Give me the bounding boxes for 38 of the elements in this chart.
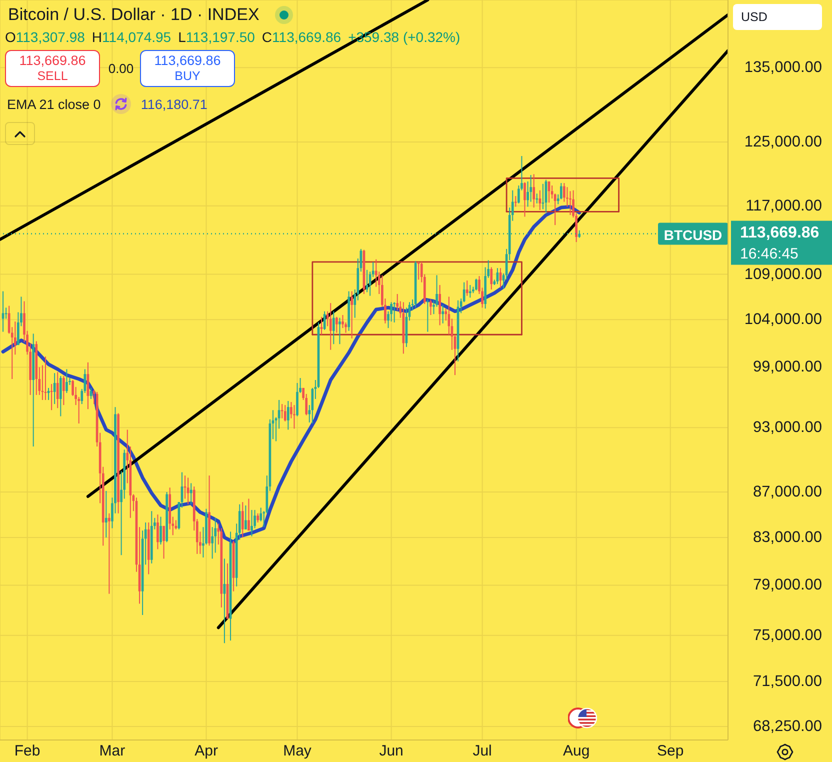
- y-tick-label: 87,000.00: [753, 484, 822, 501]
- annotation: 0.00: [107, 60, 135, 78]
- annotation: BUY: [174, 69, 200, 84]
- annotation: C113,669.86: [262, 29, 342, 45]
- annotation: O113,307.98: [5, 29, 85, 45]
- x-tick-label: Aug: [562, 742, 590, 760]
- y-tick-label: 125,000.00: [744, 134, 822, 151]
- x-tick-label: Feb: [14, 742, 40, 760]
- annotation: EMA 21 close 0: [7, 96, 101, 112]
- annotation: L113,197.50: [178, 29, 255, 45]
- chart-title: Bitcoin / U.S. Dollar · 1D · INDEX: [8, 5, 260, 25]
- ref-line-label: BTCUSD: [664, 226, 722, 243]
- y-tick-label: 93,000.00: [753, 419, 822, 436]
- sell-button: 113,669.86 SELL: [5, 50, 100, 87]
- x-tick-label: Mar: [99, 742, 126, 760]
- y-tick-label: 83,000.00: [753, 528, 822, 546]
- y-tick-label: 135,000.00: [744, 59, 822, 76]
- y-tick-label: 71,500.00: [753, 673, 822, 690]
- x-tick-label: Sep: [657, 742, 684, 760]
- y-tick-label: 109,000.00: [744, 266, 822, 283]
- y-tick-label: 79,000.00: [753, 576, 822, 594]
- x-tick-label: Apr: [194, 742, 218, 760]
- y-tick-label: 99,000.00: [753, 358, 822, 376]
- annotation: 113,669.86: [154, 53, 221, 69]
- annotation: H114,074.95: [92, 29, 172, 45]
- currency-selector: USD: [733, 4, 822, 30]
- price-tag: 113,669.86 16:46:45: [731, 220, 832, 265]
- annotation: 113,669.86: [19, 53, 86, 69]
- x-tick-label: May: [283, 742, 312, 760]
- y-tick-label: 68,250.00: [753, 718, 822, 735]
- y-tick-label: 104,000.00: [744, 311, 822, 328]
- x-tick-label: Jun: [379, 742, 404, 760]
- buy-button: 113,669.86 BUY: [140, 50, 235, 87]
- y-tick-label: 117,000.00: [746, 197, 822, 214]
- annotation: SELL: [37, 69, 68, 84]
- x-tick-label: Jul: [472, 742, 492, 760]
- y-tick-label: 75,000.00: [753, 626, 822, 644]
- annotation: 116,180.71: [140, 96, 208, 112]
